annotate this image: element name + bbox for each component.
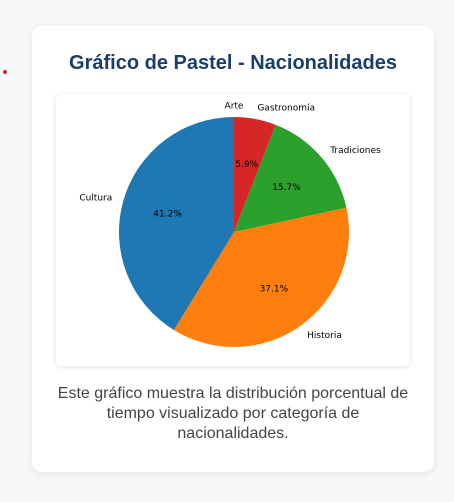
pie-label-historia: Historia — [307, 331, 342, 341]
pie-label-arte: Arte — [225, 102, 244, 112]
pie-label-cultura: Cultura — [79, 194, 112, 204]
pie-percent-tradiciones: 15.7% — [272, 183, 301, 193]
pie-percent-cultura: 41.2% — [153, 209, 182, 219]
accent-dot — [3, 70, 7, 74]
pie-slice-historia — [173, 207, 350, 347]
chart-card: Gráfico de Pastel - Nacionalidades Arte0… — [32, 26, 434, 472]
pie-slice-tradiciones — [234, 124, 347, 232]
card-title: Gráfico de Pastel - Nacionalidades — [69, 52, 397, 74]
pie-slice-cultura — [119, 117, 234, 331]
pie-percent-historia: 37.1% — [260, 284, 289, 294]
pie-chart: Arte0.0%Gastronomía5.9%Tradiciones15.7%H… — [79, 102, 381, 347]
pie-label-gastronomia: Gastronomía — [257, 104, 315, 114]
pie-percent-gastronomia: 5.9% — [235, 160, 258, 170]
pie-slice-gastronomia — [234, 117, 276, 232]
pie-label-tradiciones: Tradiciones — [329, 146, 381, 156]
chart-description: Este gráfico muestra la distribución por… — [57, 385, 409, 442]
chart-panel: Arte0.0%Gastronomía5.9%Tradiciones15.7%H… — [56, 94, 410, 366]
